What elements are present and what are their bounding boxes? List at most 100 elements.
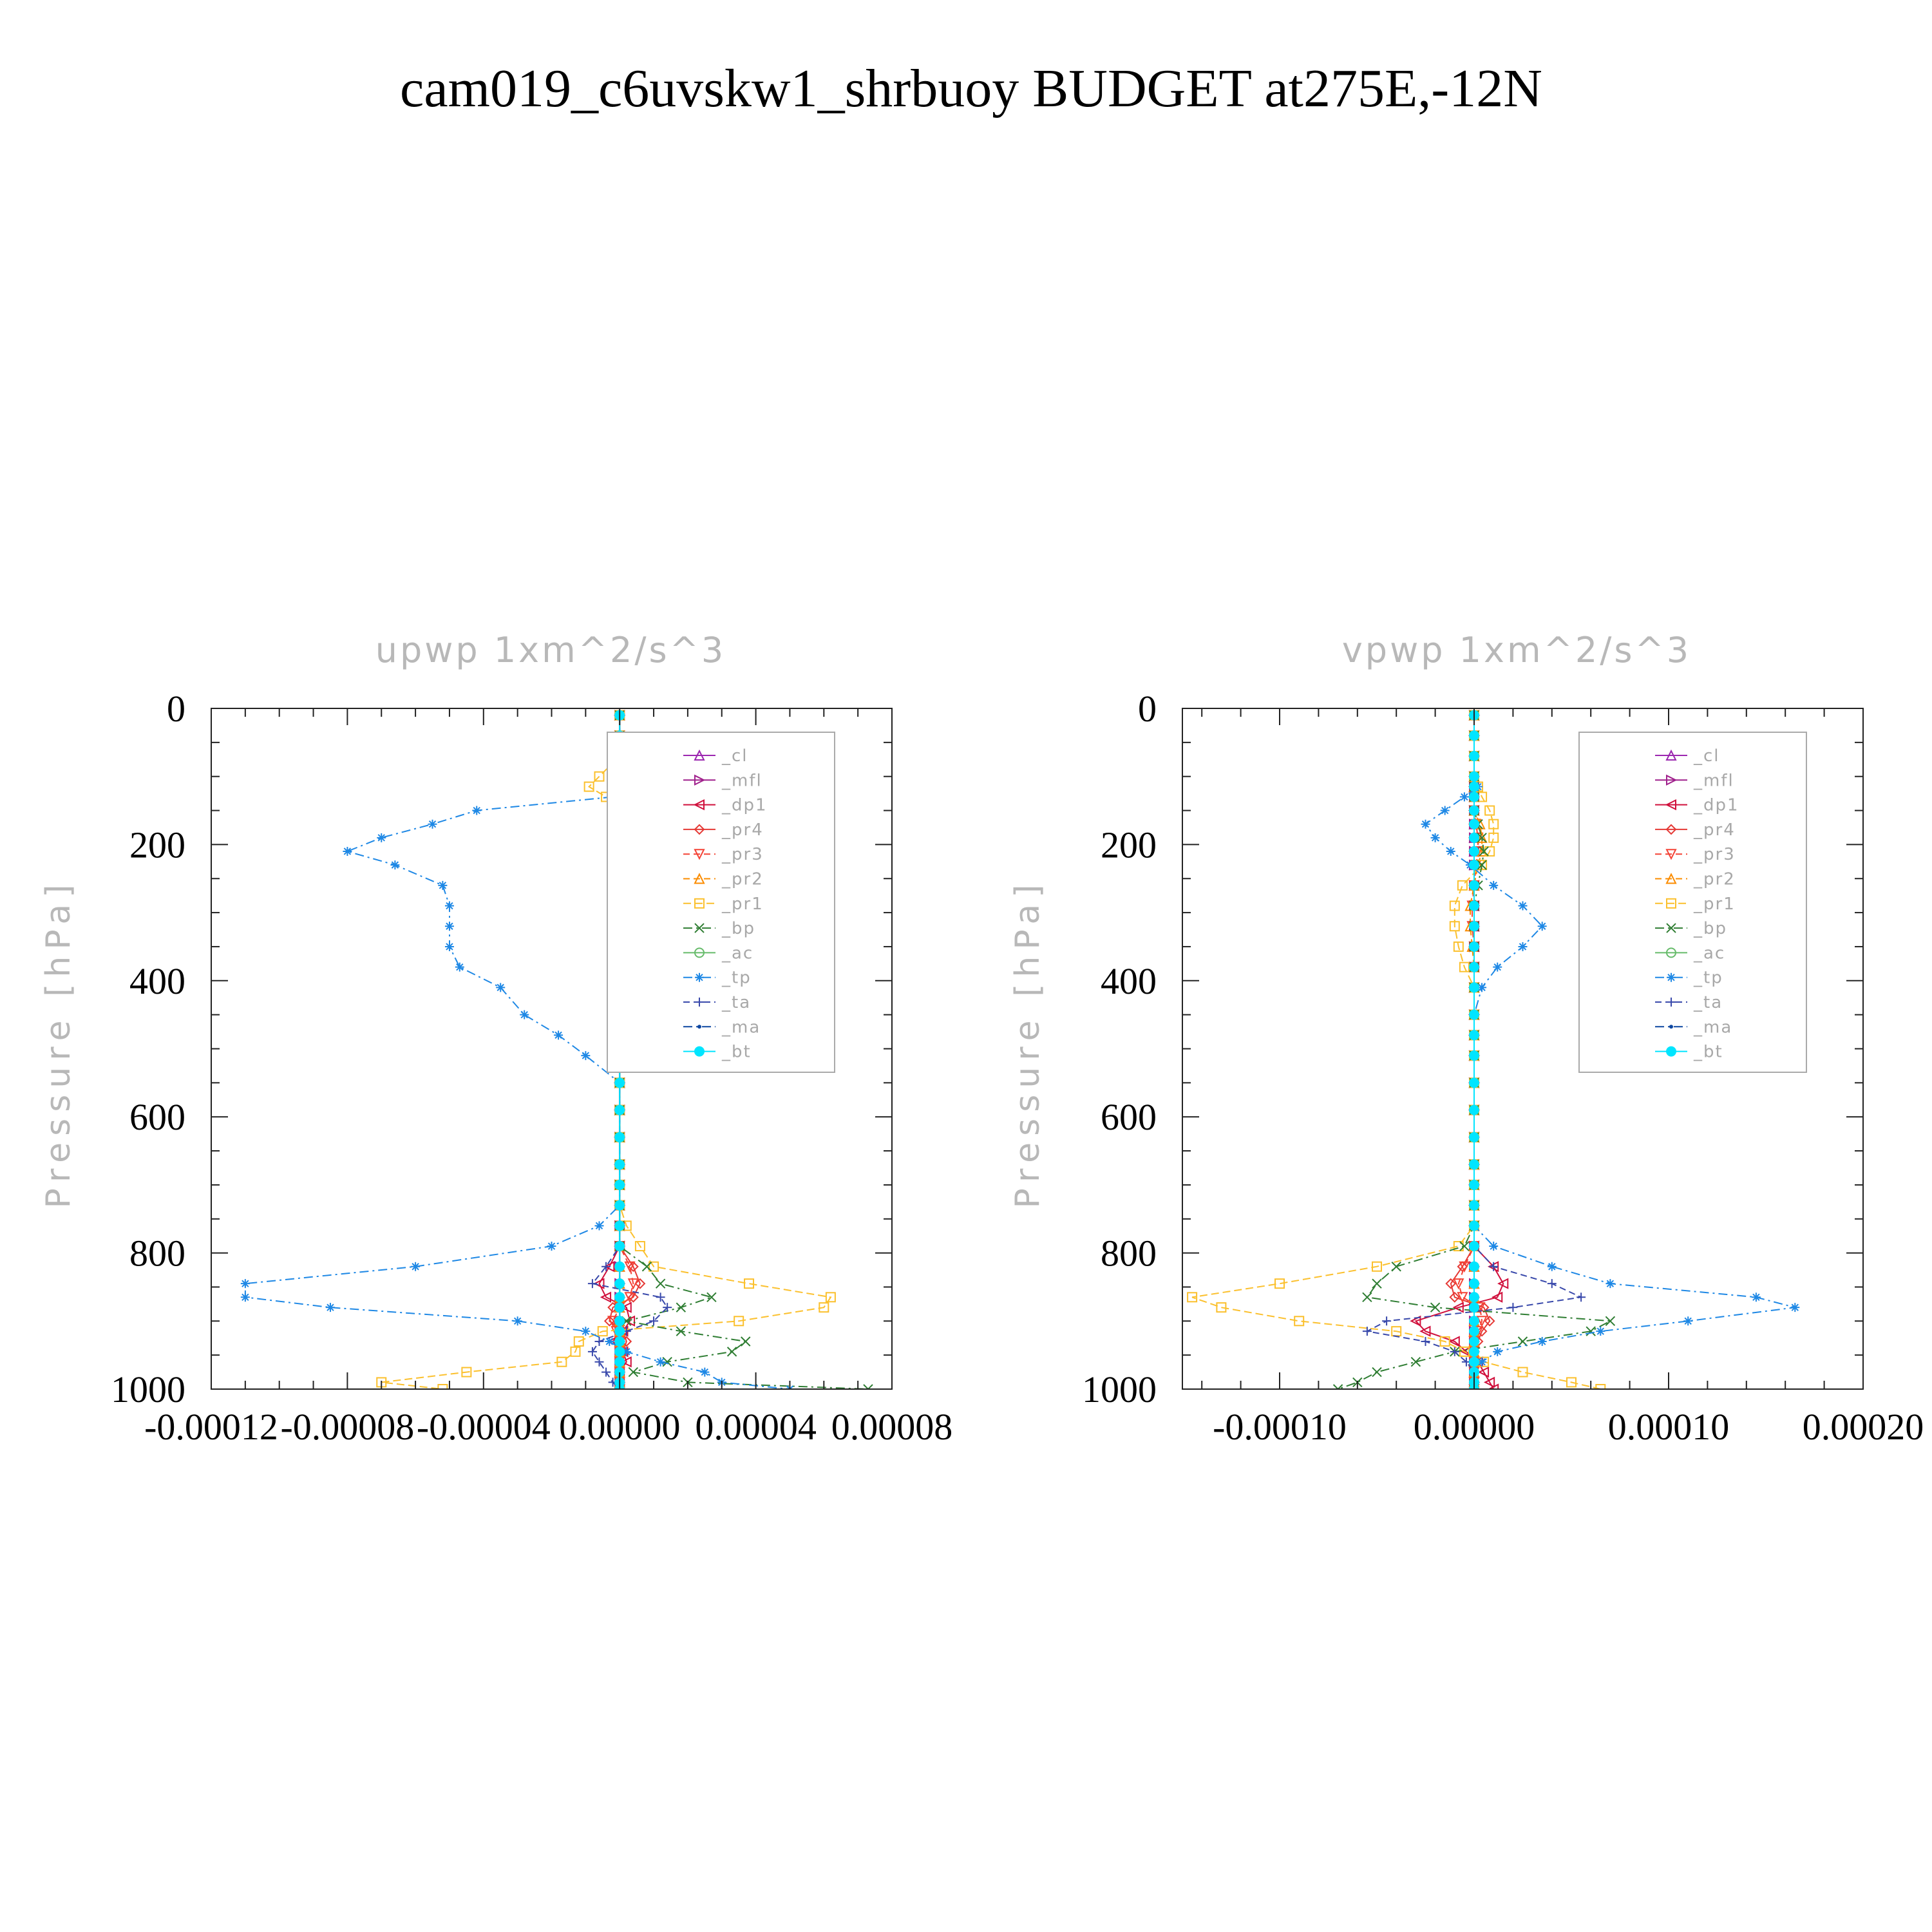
upwp-series-bt-point (614, 1261, 625, 1272)
vpwp-series-bt-point (1469, 1159, 1479, 1170)
vpwp-series-pr1-point (1484, 805, 1495, 816)
vpwp-series-pr4-point (1445, 1278, 1457, 1289)
vpwp-series-ta-point (1450, 1347, 1459, 1356)
vpwp-series-dp1-point (1452, 1302, 1464, 1313)
upwp-series-pr3-point (624, 1261, 636, 1273)
vpwp-legend-item: _tp (1655, 969, 1722, 988)
vpwp-legend-label: _pr4 (1693, 820, 1736, 840)
upwp-legend-item: _ta (683, 993, 750, 1012)
upwp-legend-label: _pr4 (721, 820, 764, 840)
vpwp-series-bp-point (1605, 1316, 1616, 1327)
upwp-series-bp-point (726, 1347, 737, 1357)
upwp-series-pr4-point (603, 1315, 615, 1327)
upwp-legend-marker (694, 1046, 705, 1057)
vpwp-series-dp1-line (1414, 715, 1504, 1389)
upwp-series-bt-point (614, 1336, 625, 1347)
upwp-series-bt-point (614, 1302, 625, 1313)
vpwp-legend-label: _pr1 (1693, 895, 1736, 914)
vpwp-series-bt-point (1469, 1336, 1479, 1347)
upwp-legend-marker (694, 947, 705, 958)
vpwp-legend-label: _bt (1693, 1043, 1723, 1062)
vpwp-series-pr1-point (1566, 1377, 1577, 1388)
vpwp-series-ta-point (1508, 1303, 1518, 1312)
upwp-series-bt-point (614, 1316, 625, 1327)
upwp-series-pr1-point (634, 1241, 645, 1252)
vpwp-series-pr1-point (1449, 900, 1460, 911)
vpwp-series-tp-point (1518, 901, 1528, 911)
vpwp-x-tick-label: 0.00020 (1803, 1406, 1924, 1448)
vpwp-legend-label: _bp (1693, 919, 1727, 938)
upwp-series-pr4-point (627, 1261, 639, 1273)
upwp-series-pr1-point (570, 1346, 581, 1357)
vpwp-series-ta-point (1547, 1279, 1557, 1289)
upwp-series-tp-point (343, 846, 352, 856)
upwp-series-pr4-point (634, 1278, 646, 1289)
vpwp-series-bt-point (1469, 730, 1479, 741)
vpwp-series-bt-point (1469, 805, 1479, 816)
upwp-series-tp-point (444, 942, 454, 951)
vpwp-series-tp-point (1489, 880, 1499, 890)
vpwp-series-bp-point (1372, 1367, 1382, 1378)
upwp-series-bt-point (614, 1132, 625, 1142)
vpwp-legend-item: _pr4 (1655, 820, 1736, 840)
upwp-series-tp-point (594, 1221, 604, 1231)
upwp-series-ta-point (656, 1293, 665, 1302)
vpwp-series-dp1-point (1483, 1376, 1495, 1388)
vpwp-legend-box (1578, 732, 1807, 1073)
vpwp-legend-item: _pr1 (1655, 895, 1736, 914)
upwp-panel: upwp 1xm^2/s^3 Pressure [hPa] 0 200 400 600… (39, 630, 952, 1448)
upwp-y-tick-label: 800 (129, 1233, 185, 1274)
vpwp-series-dp1-point (1492, 1291, 1503, 1303)
upwp-legend-marker (694, 774, 706, 786)
upwp-series-bt-point (614, 1241, 625, 1252)
vpwp-series-bp-point (1372, 1278, 1382, 1289)
vpwp-series-pr1-point (1484, 846, 1495, 857)
vpwp-series-pr1-point (1457, 880, 1468, 891)
vpwp-series-bt-point (1469, 1241, 1479, 1252)
upwp-series-tp-point (581, 1051, 591, 1061)
upwp-legend-marker (695, 972, 704, 982)
vpwp-series-bt-point (1469, 819, 1479, 829)
vpwp-series-bt-point (1469, 880, 1479, 891)
vpwp-y-tick-label: 600 (1101, 1096, 1157, 1138)
upwp-series-bt-point (614, 1367, 625, 1378)
upwp-legend-marker (694, 824, 705, 835)
upwp-x-tick-label: 0.00004 (695, 1406, 817, 1448)
vpwp-series-tp-point (1489, 1242, 1499, 1251)
upwp-series-tp-point (513, 1316, 522, 1326)
vpwp-series-bp-point (1586, 1326, 1596, 1336)
upwp-series-tp-point (444, 901, 454, 911)
vpwp-series-bp-point (1410, 1357, 1421, 1367)
upwp-legend: _cl _mfl _dp1 _pr4 _pr3 _pr2 _pr1 _bp _ac _tp _ta _… (607, 732, 835, 1073)
upwp-series-bp-point (676, 1326, 687, 1336)
vpwp-series-tp-point (1421, 819, 1430, 829)
vpwp-legend-item: _ma (1655, 1018, 1731, 1037)
vpwp-legend-item: _pr3 (1655, 845, 1734, 864)
vpwp-series-bt-point (1469, 832, 1479, 843)
upwp-series-pr1-point (649, 1261, 659, 1272)
upwp-series-dp1-point (593, 1278, 605, 1289)
vpwp-y-tick-label: 0 (1138, 688, 1157, 730)
upwp-legend-label: _dp1 (721, 796, 768, 815)
upwp-legend-marker (697, 1025, 701, 1029)
upwp-series-ta-point (649, 1316, 659, 1326)
upwp-legend-label: _ac (721, 943, 753, 963)
upwp-y-tick-label: 0 (167, 688, 185, 730)
vpwp-series-tp-point (1683, 1316, 1693, 1326)
vpwp-legend-marker (1666, 1046, 1676, 1057)
upwp-series-bt-point (614, 1278, 625, 1289)
upwp-series-bt-point (614, 1200, 625, 1211)
upwp-series-bp-point (655, 1278, 666, 1289)
upwp-series-bp-point (676, 1302, 687, 1312)
upwp-series-ta-point (594, 1357, 604, 1367)
vpwp-legend-item: _mfl (1655, 771, 1733, 790)
vpwp-legend-marker (1666, 774, 1678, 786)
upwp-series-bp-point (628, 1367, 639, 1378)
vpwp-series-pr1-point (1488, 832, 1499, 843)
upwp-legend-marker (695, 998, 704, 1007)
vpwp-series-tp-point (1751, 1293, 1761, 1302)
upwp-series-tp-point (438, 880, 448, 890)
upwp-series-dp1-point (600, 1291, 612, 1303)
vpwp-legend-item: _cl (1655, 746, 1719, 766)
vpwp-legend-marker (1667, 972, 1676, 982)
